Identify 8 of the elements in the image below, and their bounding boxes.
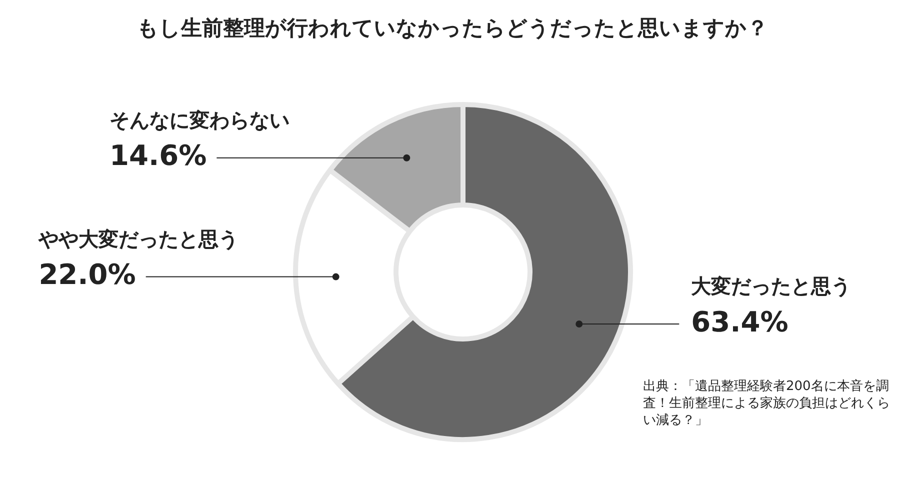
- chart-title: もし生前整理が行われていなかったらどうだったと思いますか？: [136, 15, 769, 42]
- data-label: 14.6%: [110, 139, 207, 172]
- slice-label: そんなに変わらない: [110, 108, 290, 132]
- data-label: 63.4%: [691, 305, 788, 338]
- data-label: 22.0%: [38, 258, 136, 292]
- slice-label: やや大変だったと思う: [38, 227, 239, 251]
- source-note: 出典：「遺品整理経験者200名に本音を調査！生前整理による家族の負担はどれくらい減る？」: [643, 378, 891, 429]
- slice-label: 大変だったと思う: [691, 274, 852, 298]
